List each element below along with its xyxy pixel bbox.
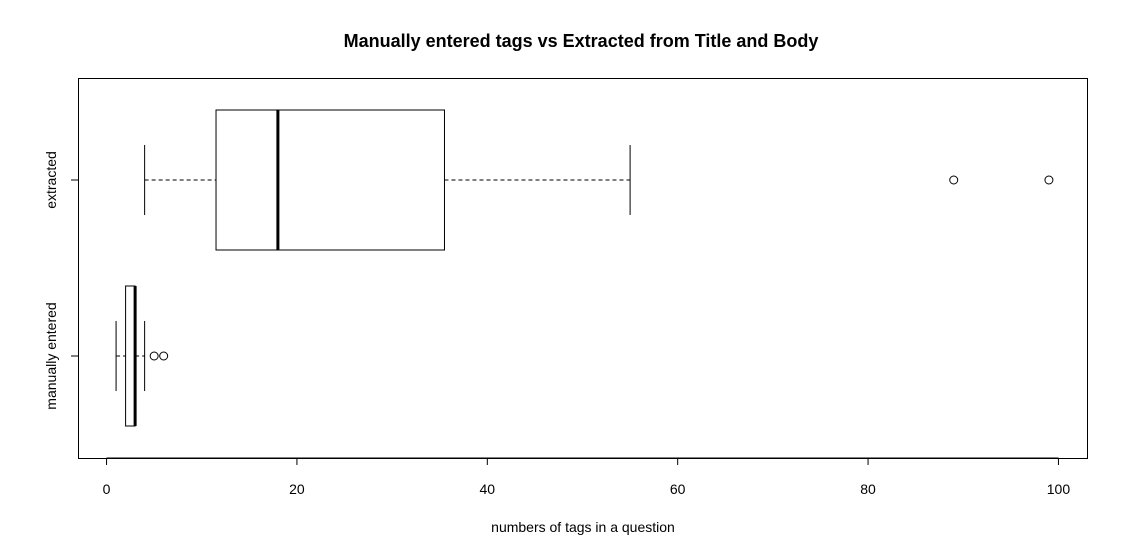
outlier-point bbox=[159, 351, 169, 361]
chart-title: Manually entered tags vs Extracted from … bbox=[344, 31, 819, 51]
y-tick-label: extracted bbox=[43, 151, 59, 209]
outlier-point bbox=[949, 175, 959, 185]
outlier-point bbox=[1044, 175, 1054, 185]
x-tick-label: 0 bbox=[103, 481, 111, 497]
y-tick-label: manually entered bbox=[43, 302, 59, 409]
x-tick-label: 80 bbox=[860, 481, 876, 497]
box-iqr bbox=[215, 109, 445, 251]
x-tick-label: 40 bbox=[480, 481, 496, 497]
x-axis: 0 20 40 60 80 100 bbox=[103, 457, 1071, 497]
outlier-point bbox=[149, 351, 159, 361]
x-tick-label: 100 bbox=[1047, 481, 1071, 497]
x-tick-label: 20 bbox=[289, 481, 305, 497]
x-axis-label: numbers of tags in a question bbox=[491, 519, 675, 535]
box-group-manually-entered bbox=[115, 285, 169, 427]
box-group-extracted bbox=[144, 109, 1054, 251]
x-tick-label: 60 bbox=[670, 481, 686, 497]
y-axis: manually entered extracted bbox=[43, 151, 78, 410]
chart-marks bbox=[115, 109, 1054, 427]
